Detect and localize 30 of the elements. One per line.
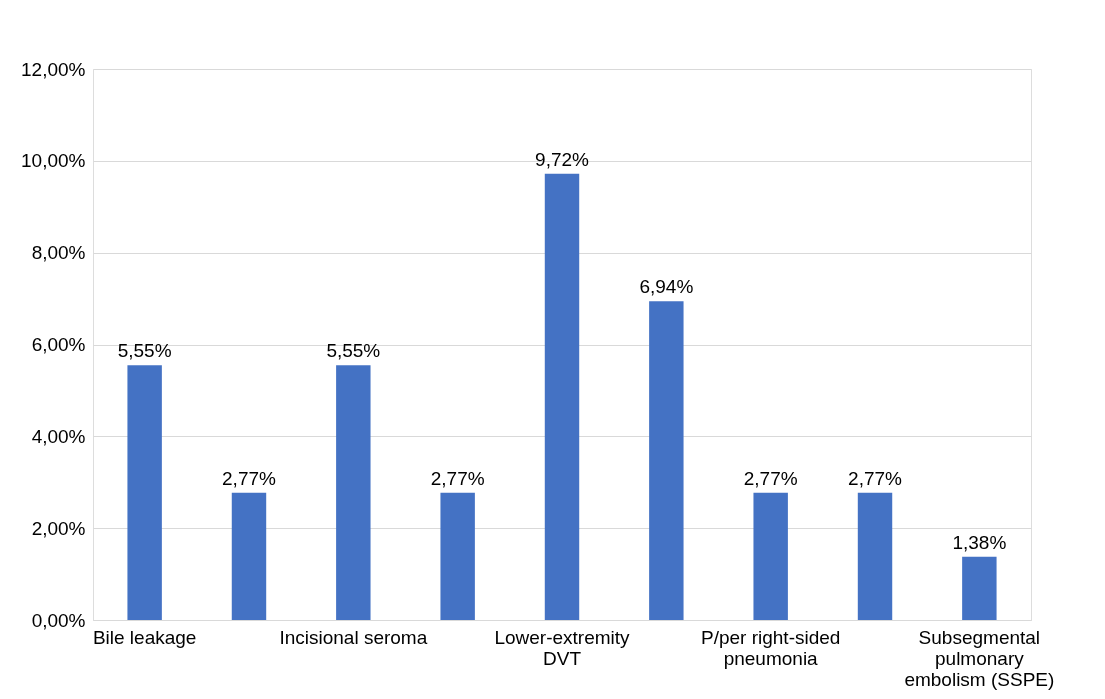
x-tick-label: Lower-extremity DVT xyxy=(494,626,631,669)
y-tick-label: 10,00% xyxy=(21,150,86,172)
data-label: 2,77% xyxy=(430,467,485,489)
x-tick-label: Bile leakage xyxy=(92,626,197,648)
bar xyxy=(231,492,267,620)
bar xyxy=(440,492,475,620)
data-label: 5,55% xyxy=(326,340,381,362)
bar xyxy=(336,365,371,620)
data-label: 5,55% xyxy=(117,340,172,362)
y-tick-label: 8,00% xyxy=(31,242,86,264)
bar xyxy=(753,492,788,620)
data-label: 6,94% xyxy=(639,276,694,298)
y-tick-label: 2,00% xyxy=(31,517,86,539)
y-tick-label: 6,00% xyxy=(31,334,86,355)
x-tick-label: P/per right-sided pneumonia xyxy=(700,626,841,669)
y-tick-label: 12,00% xyxy=(21,58,86,80)
y-tick-label: 0,00% xyxy=(31,609,86,631)
bar xyxy=(962,556,997,620)
bar xyxy=(544,173,580,620)
bar xyxy=(857,492,893,620)
data-label: 2,77% xyxy=(222,467,277,489)
x-tick-label: Incisional seroma xyxy=(279,626,428,648)
bar xyxy=(127,365,162,620)
data-label: 2,77% xyxy=(743,467,798,489)
data-label: 2,77% xyxy=(848,467,903,489)
x-tick-label: Subsegmental pulmonary embolism (SSPE) xyxy=(904,626,1055,690)
y-tick-label: 4,00% xyxy=(31,425,86,447)
bar xyxy=(649,301,684,620)
data-label: 9,72% xyxy=(535,148,590,170)
data-label: 1,38% xyxy=(952,531,1007,553)
